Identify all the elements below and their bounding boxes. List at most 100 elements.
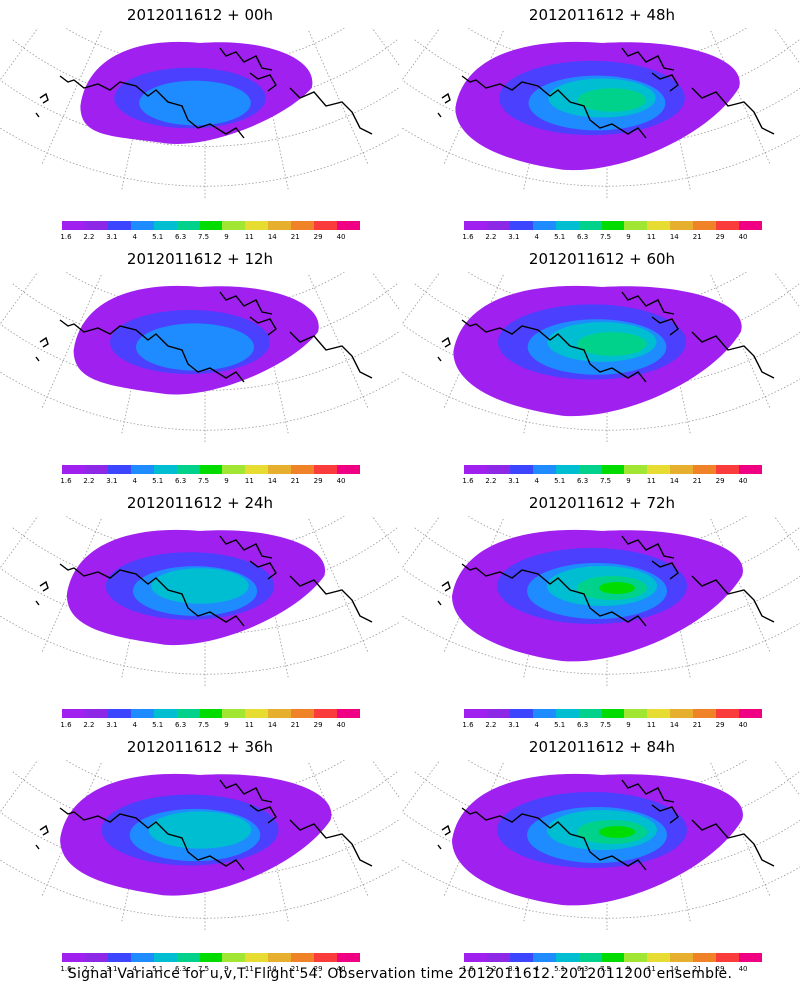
colorbar-swatch [647,709,671,718]
variance-field [452,529,743,662]
colorbar-tick-label: 7.5 [197,477,210,485]
colorbar-tick-label: 40 [738,721,748,729]
colorbar-tick-label: 9 [224,965,229,973]
colorbar-swatch [486,709,510,718]
colorbar-tick-label: 5.1 [554,721,566,729]
variance-field [73,285,319,395]
colorbar [464,221,762,230]
colorbar-ticks: 1.6 2.2 3.1 4 5.1 6.3 7.5 9 11 14 21 29 40 [50,233,360,243]
colorbar-tick-label: 5.1 [152,477,164,485]
colorbar-tick-label: 40 [738,233,748,241]
colorbar-swatch [199,221,223,230]
colorbar-swatch [291,221,315,230]
colorbar-tick-label: 6.3 [175,477,187,485]
colorbar-tick-label: 5.1 [152,721,164,729]
colorbar-swatch [222,709,246,718]
colorbar-ticks: 1.6 2.2 3.1 4 5.1 6.3 7.5 9 11 14 21 29 40 [452,477,762,487]
colorbar-tick-label: 4 [534,233,539,241]
colorbar-swatch [739,221,762,230]
colorbar-tick-label: 9 [224,477,229,485]
colorbar-tick-label: 40 [336,477,346,485]
colorbar-swatch [153,465,177,474]
map-area [0,248,448,466]
colorbar-tick-label: 2.2 [83,721,95,729]
map-area [364,736,800,954]
colorbar-swatch [601,465,625,474]
colorbar-swatch [601,221,625,230]
colorbar-tick-label: 21 [290,233,300,241]
colorbar-tick-label: 2.2 [485,233,497,241]
colorbar-swatch [693,221,717,230]
coastline [437,291,775,383]
colorbar-tick-label: 5.1 [152,965,164,973]
colorbar-tick-label: 5.1 [554,233,566,241]
colorbar-tick-label: 14 [669,721,679,729]
colorbar-swatch [130,221,154,230]
figure-caption: Signal Variance for u,v,T. Flight 54. Ob… [67,966,733,982]
colorbar-swatch [337,953,360,962]
colorbar-swatch [245,709,269,718]
colorbar-swatch [153,709,177,718]
colorbar-tick-label: 11 [244,721,254,729]
colorbar-tick-label: 4 [132,233,137,241]
map-plot [364,248,800,442]
colorbar-tick-label: 11 [244,233,254,241]
colorbar-tick-label: 9 [626,477,631,485]
colorbar-swatch [268,221,292,230]
colorbar-swatch [245,953,269,962]
map-area [364,492,800,710]
colorbar-tick-label: 9 [626,721,631,729]
colorbar-swatch [107,709,131,718]
colorbar-tick-label: 6.3 [175,965,187,973]
colorbar-swatch [624,465,648,474]
colorbar [62,953,360,962]
colorbar-swatch [314,953,338,962]
colorbar-tick-label: 3.1 [508,477,520,485]
colorbar-tick-label: 3.1 [106,233,118,241]
colorbar-swatch [176,221,200,230]
colorbar-swatch [486,221,510,230]
colorbar-swatch [509,709,533,718]
colorbar-tick-label: 3.1 [106,721,118,729]
colorbar-tick-label: 7.5 [599,721,612,729]
colorbar-tick-label: 1.6 [462,965,474,973]
colorbar-tick-label: 29 [313,233,323,241]
colorbar-tick-label: 29 [715,477,725,485]
colorbar-tick-label: 1.6 [60,965,72,973]
colorbar-tick-label: 9 [626,965,631,973]
variance-field [66,529,326,646]
colorbar-swatch [464,709,487,718]
map-panel-84h: 2012011612 + 84h 1.6 2.2 3.1 4 5.1 6.3 7.5 9 11 14… [364,732,800,973]
map-area [0,736,448,954]
colorbar-tick-label: 7.5 [599,233,612,241]
colorbar-swatch [245,465,269,474]
colorbar-swatch [337,221,360,230]
colorbar-swatch [176,709,200,718]
map-plot [0,736,448,930]
colorbar-tick-label: 3.1 [106,477,118,485]
colorbar-tick-label: 4 [534,477,539,485]
colorbar-tick-label: 7.5 [197,233,210,241]
colorbar-swatch [578,709,602,718]
colorbar-tick-label: 11 [646,721,656,729]
colorbar-swatch [268,465,292,474]
colorbar-swatch [314,221,338,230]
colorbar-swatch [222,953,246,962]
colorbar-tick-label: 2.2 [485,477,497,485]
colorbar-tick-label: 14 [669,477,679,485]
colorbar-swatch [555,465,579,474]
map-area [364,4,800,222]
variance-field [60,773,332,896]
colorbar-tick-label: 11 [244,965,254,973]
colorbar-tick-label: 14 [267,965,277,973]
colorbar-swatch [314,709,338,718]
coastline [35,47,373,139]
colorbar-tick-label: 6.3 [577,721,589,729]
colorbar-tick-label: 1.6 [60,477,72,485]
colorbar-swatch [509,953,533,962]
colorbar-swatch [624,953,648,962]
colorbar-swatch [84,709,108,718]
colorbar-swatch [153,953,177,962]
colorbar-swatch [337,709,360,718]
colorbar-ticks: 1.6 2.2 3.1 4 5.1 6.3 7.5 9 11 14 21 29 40 [50,477,360,487]
